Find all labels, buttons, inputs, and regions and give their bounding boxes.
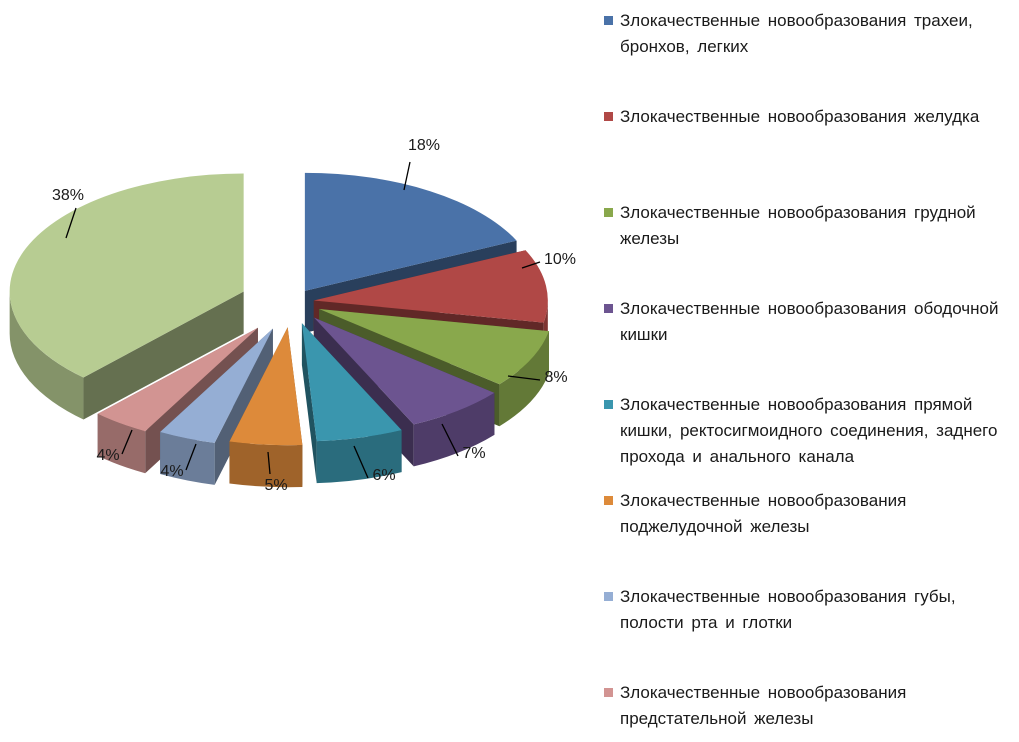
pie-slice-7	[160, 328, 273, 485]
legend-swatch	[604, 112, 613, 121]
leader-line-9	[65, 207, 77, 239]
data-label-5: 6%	[372, 467, 395, 484]
pie-slice-9-top	[9, 173, 244, 378]
pie-chart: 18% 10% 8% 7% 6% 5% 4% 4% 38%	[9, 137, 576, 494]
legend-swatch	[604, 496, 613, 505]
pie-slice-7-top	[160, 328, 273, 443]
legend-label: Злокачественные новообразования желудка	[620, 107, 980, 126]
data-label-1: 18%	[408, 137, 440, 154]
pie-chart-svg: 18% 10% 8% 7% 6% 5% 4% 4% 38%	[9, 137, 576, 494]
legend-swatch	[604, 16, 613, 25]
data-label-8: 4%	[96, 447, 119, 464]
data-label-3: 8%	[544, 369, 567, 386]
pie-slice-6-top	[229, 327, 303, 446]
leader-line-3	[507, 375, 541, 381]
legend-swatch	[604, 208, 613, 217]
data-label-2: 10%	[544, 251, 576, 268]
leader-line-1	[403, 161, 411, 191]
legend-label: Злокачественные новообразования прямой к…	[620, 395, 998, 466]
pie-slice-6-wall	[229, 441, 303, 488]
pie-slice-1-top	[304, 172, 517, 291]
pie-slice-2-top	[313, 250, 548, 323]
leader-line-6	[267, 451, 271, 475]
leader-line-7	[185, 443, 197, 471]
pie-slice-7-wall	[160, 431, 215, 485]
leader-line-4	[441, 423, 459, 457]
pie-slice-9	[9, 173, 244, 420]
data-label-9: 38%	[52, 187, 84, 204]
legend-label: Злокачественные новообразования трахеи, …	[620, 11, 973, 56]
pie-slice-5-top	[301, 323, 402, 442]
legend-swatch	[604, 592, 613, 601]
pie-slice-9-wall	[9, 291, 84, 420]
pie-slice-4-top	[314, 317, 495, 425]
pie-slice-3-wall	[499, 331, 549, 427]
legend-label: Злокачественные новообразования губы, по…	[620, 587, 956, 632]
leader-line-5	[353, 445, 369, 479]
pie-slice-3-top	[319, 309, 549, 385]
data-label-4: 7%	[462, 445, 485, 462]
pie-slice-8-top	[97, 327, 258, 432]
legend-label: Злокачественные новообразования грудной …	[620, 203, 976, 248]
pie-slice-4-wall	[413, 392, 495, 467]
leader-line-2	[521, 261, 541, 269]
legend-label: Злокачественные новообразования ободочно…	[620, 299, 999, 344]
pie-slice-5-side-2	[301, 323, 317, 484]
data-label-6: 5%	[264, 477, 287, 494]
pie-slice-9-side-1	[83, 291, 244, 420]
legend-label: Злокачественные новообразования поджелуд…	[620, 491, 907, 536]
data-label-7: 4%	[160, 463, 183, 480]
pie-slice-6	[229, 327, 303, 488]
legend-swatch	[604, 400, 613, 409]
chart-legend: Злокачественные новообразования трахеи, …	[600, 0, 1015, 742]
legend-swatch	[604, 688, 613, 697]
leader-line-8	[121, 429, 133, 455]
pie-slice-8-wall	[97, 413, 146, 474]
legend-label: Злокачественные новообразования предстат…	[620, 683, 907, 728]
legend-swatch	[604, 304, 613, 313]
